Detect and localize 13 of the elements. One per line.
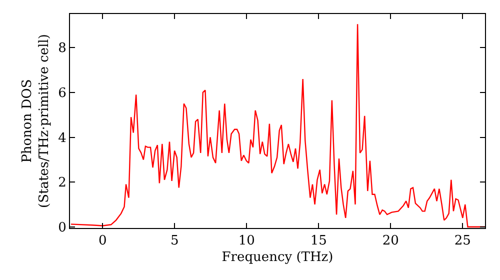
x-tick-label: 5 [170,234,179,249]
y-tick-label: 0 [58,220,66,236]
x-axis-title: Frequency (THz) [222,250,334,266]
x-tick-label: 25 [454,234,471,249]
y-tick-label: 8 [58,41,66,56]
y-tick-label: 6 [58,86,66,101]
y-axis-title: Phonon DOS (States/THz·primitive cell) [20,34,52,208]
x-tick-label: 20 [382,234,399,249]
y-tick-label: 4 [58,130,66,146]
x-tick-label: 10 [238,234,255,249]
x-tick-label: 15 [310,234,327,249]
y-tick-label: 2 [58,176,66,191]
x-tick-label: 0 [98,234,107,249]
